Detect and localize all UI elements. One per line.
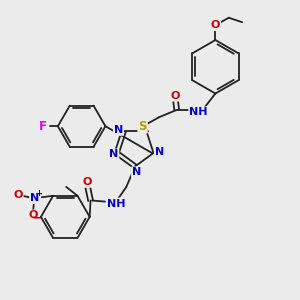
Text: N: N — [109, 149, 119, 160]
Text: N: N — [114, 125, 123, 135]
Text: O: O — [171, 91, 180, 100]
Text: −: − — [32, 212, 42, 225]
Text: NH: NH — [189, 107, 208, 117]
Text: N: N — [132, 167, 141, 177]
Text: O: O — [83, 177, 92, 187]
Text: N: N — [30, 193, 39, 203]
Text: NH: NH — [106, 199, 125, 208]
Text: O: O — [211, 20, 220, 30]
Text: O: O — [13, 190, 23, 200]
Text: F: F — [39, 120, 47, 133]
Text: +: + — [35, 190, 42, 199]
Text: S: S — [138, 120, 147, 133]
Text: O: O — [28, 210, 38, 220]
Text: N: N — [155, 146, 164, 157]
